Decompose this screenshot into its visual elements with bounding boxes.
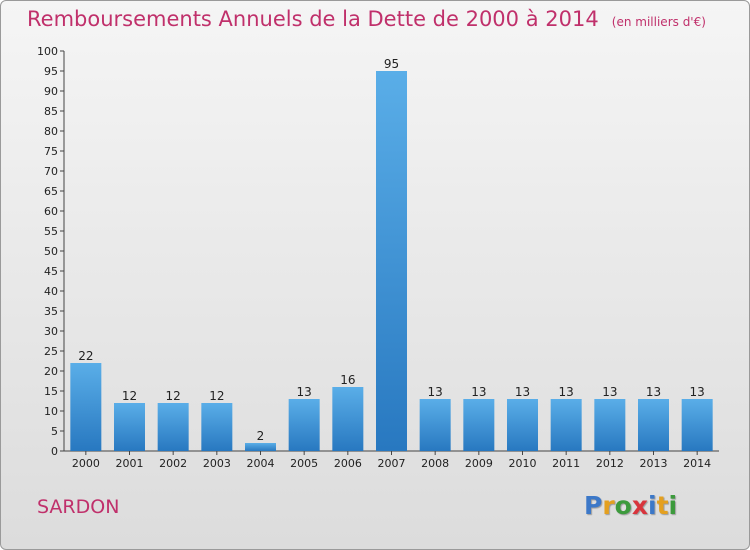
y-tick-label: 80 bbox=[44, 125, 58, 138]
bar bbox=[332, 387, 364, 451]
x-tick-label: 2013 bbox=[640, 457, 668, 470]
x-tick-label: 2010 bbox=[509, 457, 537, 470]
y-tick-label: 5 bbox=[51, 425, 58, 438]
bar bbox=[201, 403, 233, 451]
chart-title: Remboursements Annuels de la Dette de 20… bbox=[27, 7, 599, 31]
bar-value-label: 95 bbox=[384, 57, 399, 71]
bar-value-label: 13 bbox=[297, 385, 312, 399]
bar-value-label: 13 bbox=[646, 385, 661, 399]
logo-letter: x bbox=[631, 491, 648, 520]
bar bbox=[638, 399, 669, 451]
logo-letter: i bbox=[648, 491, 657, 520]
commune-name: SARDON bbox=[37, 496, 120, 518]
x-tick-label: 2012 bbox=[596, 457, 624, 470]
bar-value-label: 13 bbox=[690, 385, 705, 399]
y-tick-label: 100 bbox=[37, 45, 58, 58]
bar bbox=[463, 399, 495, 451]
x-tick-label: 2014 bbox=[683, 457, 711, 470]
x-tick-label: 2000 bbox=[72, 457, 100, 470]
bar bbox=[376, 71, 407, 451]
logo-letter: i bbox=[668, 491, 678, 520]
x-tick-label: 2003 bbox=[203, 457, 231, 470]
y-tick-label: 40 bbox=[44, 285, 58, 298]
bar bbox=[419, 399, 451, 451]
bar bbox=[288, 399, 320, 451]
y-tick-label: 20 bbox=[44, 365, 58, 378]
x-tick-label: 2007 bbox=[378, 457, 406, 470]
y-tick-label: 70 bbox=[44, 165, 58, 178]
bar bbox=[114, 403, 145, 451]
x-tick-label: 2001 bbox=[116, 457, 144, 470]
y-tick-label: 55 bbox=[44, 225, 58, 238]
y-tick-label: 10 bbox=[44, 405, 58, 418]
bar bbox=[245, 443, 276, 451]
y-tick-label: 60 bbox=[44, 205, 58, 218]
bar-value-label: 13 bbox=[471, 385, 486, 399]
bar bbox=[70, 363, 102, 451]
bar-value-label: 12 bbox=[166, 389, 181, 403]
x-tick-label: 2008 bbox=[421, 457, 449, 470]
bar-value-label: 13 bbox=[559, 385, 574, 399]
proxiti-logo: Proxiti bbox=[584, 491, 677, 520]
bar bbox=[550, 399, 582, 451]
logo-letter: t bbox=[656, 491, 669, 520]
bar-value-label: 12 bbox=[122, 389, 137, 403]
y-tick-label: 65 bbox=[44, 185, 58, 198]
y-tick-label: 35 bbox=[44, 305, 58, 318]
logo-letter: P bbox=[584, 491, 603, 520]
bar-value-label: 12 bbox=[209, 389, 224, 403]
bar bbox=[594, 399, 626, 451]
x-tick-label: 2002 bbox=[159, 457, 187, 470]
x-tick-label: 2005 bbox=[290, 457, 318, 470]
logo-letter: o bbox=[614, 491, 632, 520]
x-tick-label: 2006 bbox=[334, 457, 362, 470]
y-tick-label: 95 bbox=[44, 65, 58, 78]
chart-title-line: Remboursements Annuels de la Dette de 20… bbox=[27, 7, 706, 31]
x-tick-label: 2011 bbox=[552, 457, 580, 470]
y-tick-label: 50 bbox=[44, 245, 58, 258]
y-tick-label: 75 bbox=[44, 145, 58, 158]
bar-value-label: 2 bbox=[257, 429, 265, 443]
y-tick-label: 85 bbox=[44, 105, 58, 118]
bar-value-label: 13 bbox=[515, 385, 530, 399]
y-tick-label: 0 bbox=[51, 445, 58, 458]
x-tick-label: 2009 bbox=[465, 457, 493, 470]
bar bbox=[507, 399, 538, 451]
bar-value-label: 22 bbox=[78, 349, 93, 363]
bar bbox=[157, 403, 189, 451]
logo-letter: r bbox=[602, 491, 615, 520]
y-tick-label: 90 bbox=[44, 85, 58, 98]
bar-value-label: 13 bbox=[602, 385, 617, 399]
bar-value-label: 16 bbox=[340, 373, 355, 387]
x-tick-label: 2004 bbox=[247, 457, 275, 470]
y-tick-label: 45 bbox=[44, 265, 58, 278]
bar-value-label: 13 bbox=[428, 385, 443, 399]
chart-subtitle: (en milliers d'€) bbox=[611, 15, 706, 29]
y-tick-label: 15 bbox=[44, 385, 58, 398]
y-tick-label: 30 bbox=[44, 325, 58, 338]
y-tick-label: 25 bbox=[44, 345, 58, 358]
bar bbox=[681, 399, 713, 451]
